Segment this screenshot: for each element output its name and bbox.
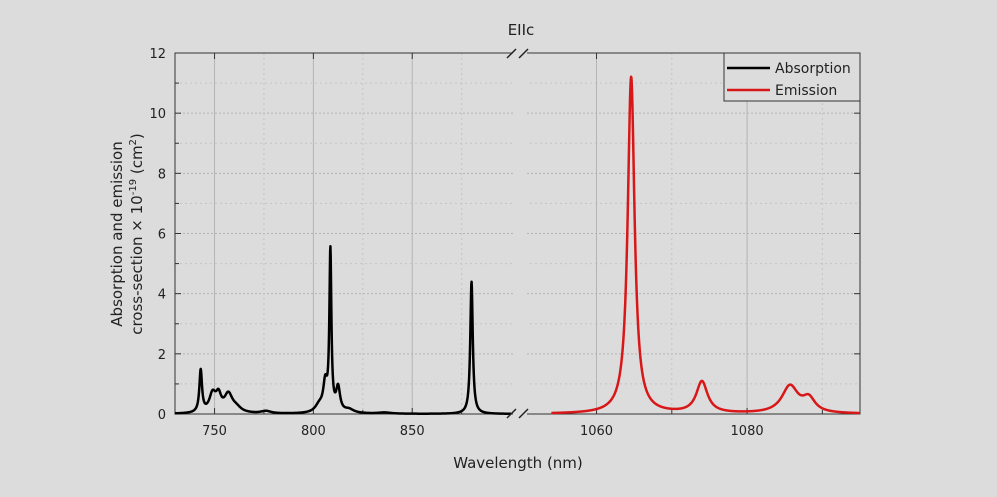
y-tick-label: 0 (158, 408, 166, 423)
x-axis-label: Wavelength (nm) (453, 454, 583, 472)
emission-series-line (550, 75, 861, 415)
axis-break (506, 40, 529, 426)
y-tick-label: 4 (158, 288, 166, 303)
y-axis-label-line2: cross-section × 10-19 (cm2) (128, 133, 146, 335)
x-tick-label: 750 (202, 424, 227, 439)
y-axis-label-line1: Absorption and emission (108, 141, 126, 326)
x-tick-label: 1060 (580, 424, 613, 439)
legend-absorption-label: Absorption (775, 61, 851, 77)
x-tick-label: 1080 (731, 424, 764, 439)
y-tick-label: 10 (149, 107, 166, 122)
y-tick-label: 12 (149, 47, 166, 62)
chart-title: EIIc (508, 21, 535, 39)
y-tick-label: 6 (158, 228, 166, 243)
y-tick-label: 2 (158, 348, 166, 363)
absorption-series-line (174, 245, 513, 416)
x-tick-label: 850 (400, 424, 425, 439)
y-tick-label: 8 (158, 167, 166, 182)
legend: Absorption Emission (723, 52, 861, 102)
legend-emission-label: Emission (775, 83, 837, 99)
x-tick-label: 800 (301, 424, 326, 439)
